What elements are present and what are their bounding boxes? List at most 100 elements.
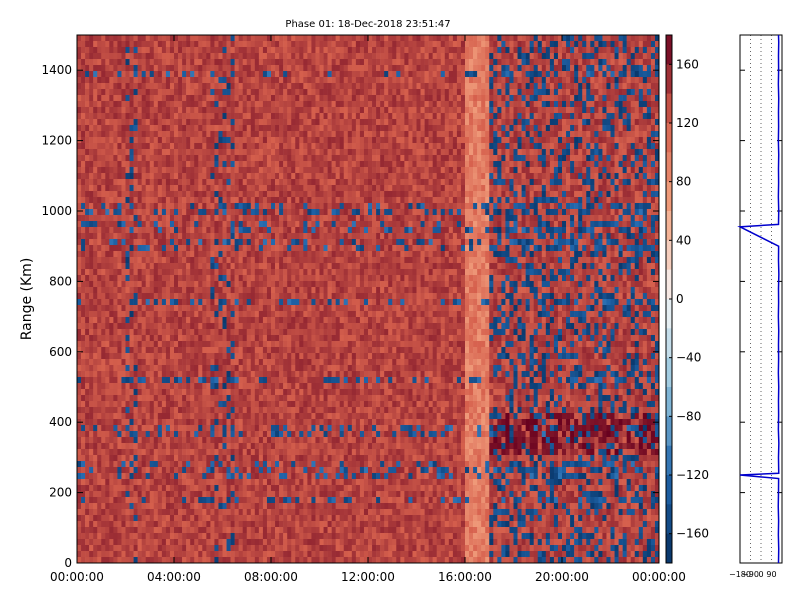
heatmap-cell: [129, 35, 134, 42]
heatmap-cell: [214, 167, 219, 174]
heatmap-cell: [315, 215, 320, 222]
heatmap-cell: [242, 65, 248, 72]
heatmap-cell: [315, 143, 320, 150]
heatmap-cell: [594, 173, 599, 180]
heatmap-cell: [440, 155, 446, 162]
heatmap-cell: [194, 179, 199, 186]
heatmap-cell: [125, 53, 130, 60]
heatmap-cell: [89, 125, 94, 132]
heatmap-cell: [574, 209, 579, 216]
heatmap-cell: [465, 185, 470, 192]
heatmap-cell: [343, 41, 349, 48]
heatmap-cell: [412, 41, 417, 48]
heatmap-cell: [238, 167, 244, 174]
heatmap-cell: [335, 185, 341, 192]
heatmap-cell: [420, 209, 425, 216]
heatmap-cell: [109, 143, 114, 150]
heatmap-cell: [614, 71, 619, 78]
heatmap-cell: [230, 41, 235, 48]
heatmap-cell: [105, 119, 110, 126]
heatmap-cell: [222, 185, 227, 192]
heatmap-cell: [630, 53, 636, 60]
heatmap-cell: [392, 179, 397, 186]
heatmap-cell: [460, 209, 466, 216]
heatmap-cell: [359, 83, 365, 90]
heatmap-cell: [218, 215, 223, 222]
heatmap-cell: [404, 137, 409, 144]
heatmap-cell: [497, 233, 502, 240]
heatmap-cell: [396, 227, 401, 234]
heatmap-cell: [469, 155, 474, 162]
heatmap-cell: [77, 191, 82, 198]
heatmap-cell: [117, 179, 122, 186]
heatmap-cell: [513, 77, 518, 84]
heatmap-cell: [121, 101, 126, 108]
heatmap-cell: [238, 95, 244, 102]
heatmap-cell: [517, 59, 522, 66]
heatmap-cell: [578, 191, 583, 198]
heatmap-cell: [650, 101, 656, 108]
heatmap-cell: [525, 203, 530, 210]
heatmap-cell: [493, 65, 498, 72]
heatmap-cell: [77, 233, 82, 240]
heatmap-cell: [279, 101, 284, 108]
heatmap-cell: [424, 179, 429, 186]
heatmap-cell: [315, 197, 320, 204]
heatmap-cell: [582, 209, 587, 216]
heatmap-cell: [428, 107, 433, 114]
heatmap-cell: [327, 107, 332, 114]
heatmap-cell: [456, 71, 462, 78]
heatmap-cell: [101, 179, 106, 186]
heatmap-cell: [93, 41, 98, 48]
heatmap-cell: [388, 179, 393, 186]
heatmap-cell: [594, 221, 599, 228]
heatmap-cell: [133, 143, 138, 150]
heatmap-cell: [343, 47, 349, 54]
heatmap-cell: [133, 77, 138, 84]
heatmap-cell: [497, 155, 502, 162]
heatmap-cell: [133, 131, 138, 138]
heatmap-cell: [638, 77, 644, 84]
heatmap-cell: [165, 203, 171, 210]
heatmap-cell: [210, 185, 215, 192]
heatmap-cell: [287, 113, 292, 120]
heatmap-cell: [424, 191, 429, 198]
heatmap-cell: [178, 131, 183, 138]
heatmap-cell: [642, 47, 648, 54]
heatmap-cell: [626, 137, 632, 144]
heatmap-cell: [117, 167, 122, 174]
heatmap-cell: [456, 209, 462, 216]
heatmap-cell: [89, 113, 94, 120]
heatmap-cell: [537, 167, 543, 174]
heatmap-cell: [275, 197, 280, 204]
heatmap-cell: [574, 119, 579, 126]
heatmap-cell: [626, 191, 632, 198]
heatmap-cell: [182, 209, 187, 216]
heatmap-cell: [460, 95, 466, 102]
heatmap-cell: [566, 35, 571, 42]
heatmap-cell: [610, 71, 615, 78]
heatmap-cell: [230, 131, 235, 138]
heatmap-cell: [363, 197, 369, 204]
heatmap-cell: [133, 119, 138, 126]
heatmap-cell: [331, 149, 336, 156]
heatmap-cell: [287, 125, 292, 132]
heatmap-cell: [307, 83, 312, 90]
heatmap-cell: [408, 113, 413, 120]
heatmap-cell: [634, 41, 640, 48]
heatmap-cell: [642, 203, 648, 210]
heatmap-cell: [210, 209, 215, 216]
heatmap-cell: [606, 47, 611, 54]
heatmap-cell: [477, 137, 482, 144]
heatmap-cell: [646, 77, 652, 84]
heatmap-cell: [505, 233, 510, 240]
heatmap-cell: [331, 191, 336, 198]
heatmap-cell: [246, 215, 252, 222]
heatmap-cell: [642, 215, 648, 222]
heatmap-cell: [368, 149, 373, 156]
heatmap-cell: [444, 113, 450, 120]
heatmap-cell: [396, 35, 401, 42]
heatmap-cell: [566, 203, 571, 210]
heatmap-cell: [271, 233, 276, 240]
heatmap-cell: [81, 209, 86, 216]
